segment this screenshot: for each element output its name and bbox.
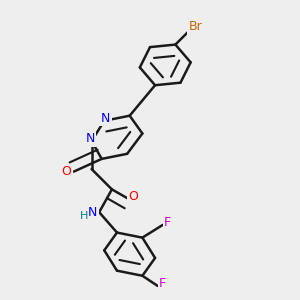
Text: Br: Br — [189, 20, 202, 33]
Text: O: O — [129, 190, 138, 203]
Text: H: H — [80, 211, 88, 221]
Text: F: F — [164, 216, 171, 229]
Text: F: F — [159, 277, 166, 290]
Text: N: N — [85, 132, 95, 145]
Text: N: N — [88, 206, 98, 219]
Text: O: O — [61, 165, 71, 178]
Text: N: N — [101, 112, 110, 125]
